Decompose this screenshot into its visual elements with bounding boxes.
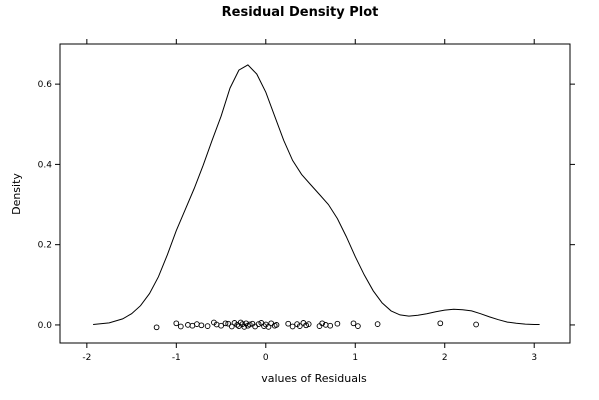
y-axis-label: Density (10, 173, 23, 215)
residual-point (327, 322, 334, 329)
residual-point (334, 320, 341, 327)
chart-title: Residual Density Plot (222, 5, 379, 20)
residual-point (198, 322, 205, 329)
residual-point (289, 323, 296, 330)
residual-point (222, 320, 229, 327)
residual-point (374, 321, 381, 327)
y-tick-label: 0.0 (38, 321, 53, 331)
residual-point (473, 321, 479, 328)
residual-point (228, 323, 235, 330)
residual-point (173, 320, 180, 327)
residual-point (437, 320, 444, 327)
x-axis: -2 -1 0 1 2 3 (82, 39, 537, 363)
residual-point (153, 324, 160, 331)
y-tick-label: 0.6 (38, 80, 53, 90)
x-tick-label: 0 (263, 353, 269, 363)
residual-point (303, 322, 309, 329)
residual-point (285, 320, 292, 327)
residual-point (225, 320, 232, 327)
residual-point (246, 321, 253, 328)
residual-point (319, 320, 326, 327)
residual-point (355, 323, 361, 329)
residual-point (218, 322, 224, 329)
density-curve (93, 64, 540, 325)
x-tick-label: 1 (352, 353, 358, 363)
residual-point (265, 324, 272, 330)
x-tick-label: 3 (531, 353, 537, 363)
residual-point (305, 321, 312, 327)
y-tick-label: 0.4 (38, 160, 53, 170)
y-axis: 0.0 0.2 0.4 0.6 (38, 80, 575, 331)
residual-points (153, 319, 479, 331)
residual-point (350, 320, 357, 327)
y-tick-label: 0.2 (38, 241, 52, 251)
residual-point (296, 323, 303, 329)
residual-point (177, 323, 184, 330)
x-tick-label: 2 (442, 353, 448, 363)
x-tick-label: -2 (82, 353, 91, 363)
residual-point (316, 323, 323, 329)
residual-point (237, 319, 244, 326)
residual-point (185, 322, 191, 328)
residual-point (239, 321, 246, 327)
residual-point (194, 321, 200, 327)
plot-frame (59, 43, 571, 344)
residual-point (204, 323, 211, 329)
residual-point (273, 322, 280, 328)
x-tick-label: -1 (172, 353, 181, 363)
residual-point (255, 321, 262, 327)
x-axis-label: values of Residuals (261, 372, 367, 385)
